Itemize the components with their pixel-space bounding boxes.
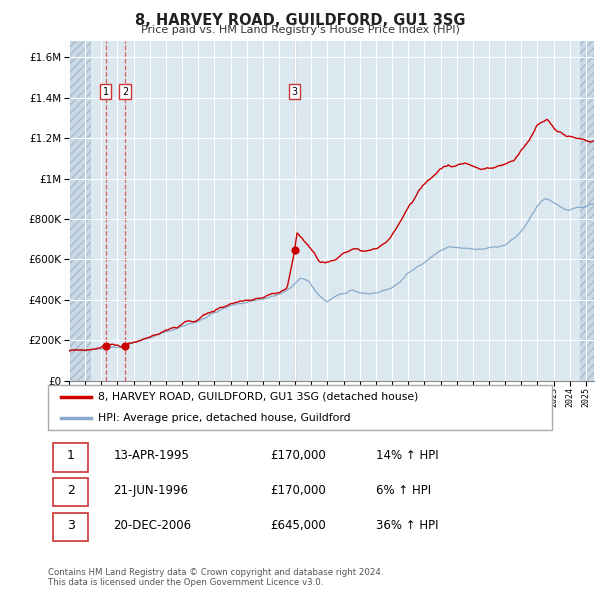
Point: [290, 245, 299, 255]
Text: 2: 2: [67, 484, 74, 497]
Bar: [580, 41, 596, 381]
Text: Price paid vs. HM Land Registry's House Price Index (HPI): Price paid vs. HM Land Registry's House …: [140, 25, 460, 35]
Text: 36% ↑ HPI: 36% ↑ HPI: [376, 519, 438, 532]
Text: 1: 1: [67, 448, 74, 461]
Point: [101, 342, 110, 351]
Text: 8, HARVEY ROAD, GUILDFORD, GU1 3SG: 8, HARVEY ROAD, GUILDFORD, GU1 3SG: [135, 13, 465, 28]
Text: £170,000: £170,000: [270, 484, 326, 497]
Text: 2: 2: [122, 87, 128, 97]
Text: 21-JUN-1996: 21-JUN-1996: [113, 484, 188, 497]
FancyBboxPatch shape: [48, 385, 552, 430]
Text: 8, HARVEY ROAD, GUILDFORD, GU1 3SG (detached house): 8, HARVEY ROAD, GUILDFORD, GU1 3SG (deta…: [98, 392, 419, 402]
Bar: [69, 41, 91, 381]
Text: 14% ↑ HPI: 14% ↑ HPI: [376, 448, 438, 461]
Text: 1: 1: [103, 87, 109, 97]
FancyBboxPatch shape: [53, 443, 88, 471]
Text: £645,000: £645,000: [270, 519, 326, 532]
Bar: [580, 41, 596, 381]
Text: 3: 3: [67, 519, 74, 532]
Text: 20-DEC-2006: 20-DEC-2006: [113, 519, 191, 532]
Text: 13-APR-1995: 13-APR-1995: [113, 448, 190, 461]
Point: [120, 342, 130, 351]
Text: Contains HM Land Registry data © Crown copyright and database right 2024.
This d: Contains HM Land Registry data © Crown c…: [48, 568, 383, 587]
FancyBboxPatch shape: [53, 513, 88, 542]
Text: 3: 3: [292, 87, 298, 97]
Text: 6% ↑ HPI: 6% ↑ HPI: [376, 484, 431, 497]
Text: HPI: Average price, detached house, Guildford: HPI: Average price, detached house, Guil…: [98, 413, 351, 423]
Text: £170,000: £170,000: [270, 448, 326, 461]
FancyBboxPatch shape: [53, 478, 88, 506]
Bar: [69, 41, 91, 381]
